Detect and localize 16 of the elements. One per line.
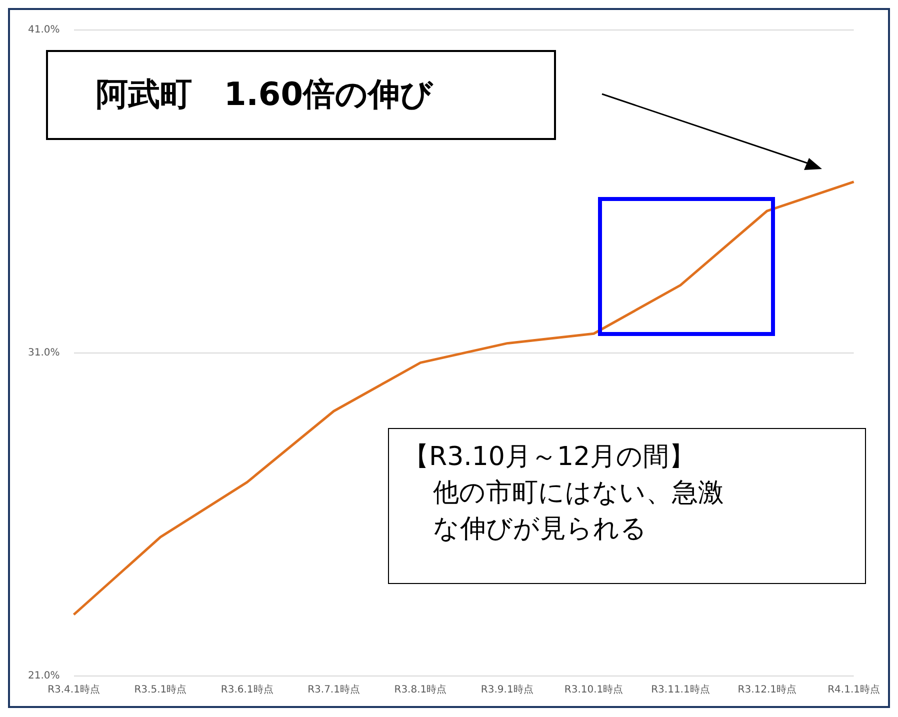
x-tick-label: R3.8.1時点: [394, 684, 447, 696]
annotation: 他の市町にはない、急激な伸びが見られる: [432, 477, 725, 546]
x-tick-label: R3.6.1時点: [220, 684, 274, 696]
text: 阿武町 1.60倍の伸び: [96, 74, 433, 115]
y-tick-label: 31.0%: [28, 348, 60, 359]
annotation: 【R3.10月～12月の間】: [403, 441, 696, 474]
y-tick-label: 41.0%: [28, 24, 60, 36]
x-tick-label: R3.12.1時点: [738, 684, 797, 696]
x-tick-label: R3.4.1時点: [48, 684, 100, 696]
x-tick-label: R3.9.1時点: [480, 684, 534, 696]
x-tick-label: R3.7.1時点: [308, 684, 360, 696]
x-tick-label: R3.11.1時点: [651, 684, 710, 696]
y-tick-label: 21.0%: [28, 670, 60, 682]
x-tick-label: R3.5.1時点: [134, 684, 187, 696]
x-tick-label: R4.1.1時点: [828, 684, 880, 696]
x-tick-label: R3.10.1時点: [564, 684, 624, 696]
